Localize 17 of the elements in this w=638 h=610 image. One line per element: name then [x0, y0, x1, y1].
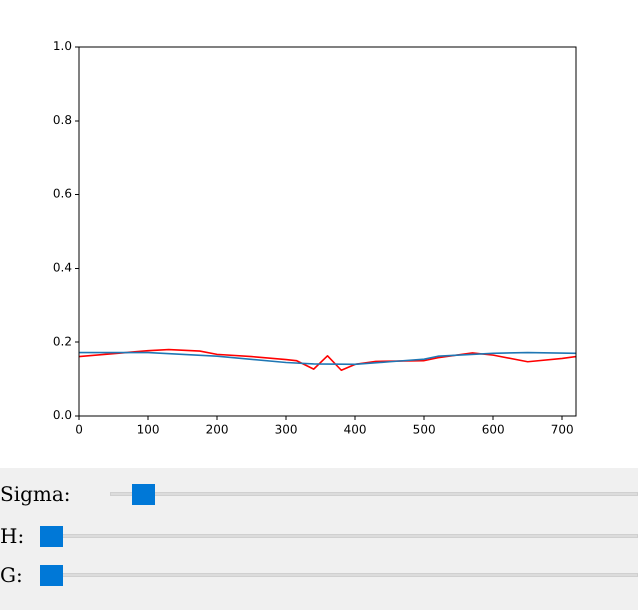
x-tick-label: 700	[550, 422, 574, 436]
y-tick-label: 0.8	[52, 112, 72, 127]
y-tick-label: 0.6	[52, 186, 72, 201]
x-tick-label: 300	[274, 422, 298, 436]
text: Sigma:	[0, 482, 71, 506]
y-tick-label: 0.2	[52, 334, 72, 348]
y-tick-label: 1.0	[52, 39, 72, 54]
x-tick-label: 600	[482, 422, 505, 436]
text: H:	[0, 524, 24, 548]
x-tick-label: 400	[344, 422, 367, 436]
x-tick-label: 0	[75, 422, 83, 436]
x-tick-label: 100	[136, 422, 160, 436]
x-tick-label: 500	[412, 422, 436, 436]
y-tick-label: 0.0	[52, 408, 72, 422]
text: G:	[0, 563, 23, 587]
x-tick-label: 200	[206, 422, 229, 436]
y-tick-label: 0.4	[52, 260, 72, 275]
